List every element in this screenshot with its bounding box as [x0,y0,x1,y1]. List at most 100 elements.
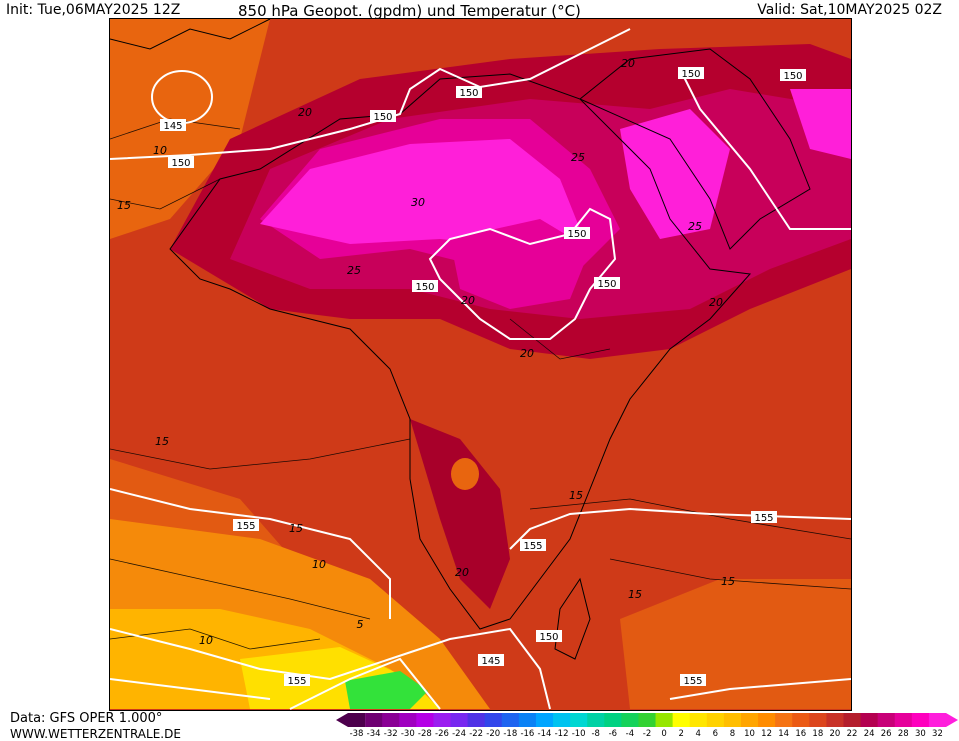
colorbar-tick-label: -30 [400,729,415,739]
geopotential-label: 155 [284,674,310,687]
colorbar-tick-label: -16 [520,729,535,739]
colorbar-tick-label: 26 [880,729,892,739]
svg-text:150: 150 [171,158,190,169]
colorbar-tick-label: 18 [812,729,824,739]
temperature-label: 25 [347,264,361,277]
colorbar-swatch [894,713,913,727]
temperature-label: 15 [721,575,735,588]
colorbar-swatch [621,713,639,727]
colorbar-tick-label: 6 [712,729,719,739]
website: WWW.WETTERZENTRALE.DE [10,727,181,741]
svg-text:155: 155 [236,521,255,532]
colorbar-swatch [604,713,622,727]
svg-text:145: 145 [163,121,182,132]
temperature-label: 20 [298,106,312,119]
temp-field-highland [451,458,479,490]
weather-map: 145 150 150 150 150 150 150 150 150 150 … [109,18,852,711]
colorbar-swatch [501,713,520,727]
temp-field-core-hot [260,139,580,249]
geopotential-label: 150 [780,69,806,82]
colorbar-swatch [723,713,742,727]
colorbar-swatch [365,713,383,727]
colorbar-swatch [706,713,725,727]
svg-text:155: 155 [683,676,702,687]
svg-text:150: 150 [539,632,558,643]
colorbar-tick-label: 14 [778,729,790,739]
svg-text:155: 155 [523,541,542,552]
colorbar-tick-label: 12 [761,729,773,739]
coastlines [110,19,811,660]
colorbar-tick-label: -4 [625,729,635,739]
colorbar-tick-label: -6 [608,729,618,739]
colorbar-tick-label: 0 [661,729,667,739]
geopotential-label: 150 [168,156,194,169]
colorbar-tick-label: 22 [846,729,858,739]
colorbar-swatch [655,713,674,727]
init-time: Init: Tue,06MAY2025 12Z [6,2,181,18]
colorbar-swatch [553,713,571,727]
colorbar-swatch [843,713,862,727]
svg-text:155: 155 [754,513,773,524]
temperature-label: 15 [289,522,303,535]
colorbar-swatch [689,713,708,727]
colorbar-tick-label: -8 [591,729,600,739]
colorbar-tick-label: 2 [678,729,684,739]
temperature-label: 15 [628,588,642,601]
colorbar-swatch [638,713,657,727]
colorbar-tick-label: 32 [932,729,943,739]
geopotential-label: 150 [456,86,482,99]
colorbar-tick-label: -24 [452,729,466,739]
colorbar-swatch [740,713,759,727]
temperature-label: 10 [153,144,167,157]
geopotential-label: 150 [594,277,620,290]
colorbar-swatch [587,713,605,727]
geopotential-label: 150 [678,67,704,80]
colorbar-swatch [775,713,793,727]
colorbar-swatch [809,713,827,727]
temperature-label: 15 [569,489,583,502]
colorbar-swatch [758,713,776,727]
colorbar-swatch [570,713,588,727]
temperature-label: 15 [117,199,131,212]
colorbar-tick-label: 10 [744,729,755,739]
colorbar-swatch [484,713,503,727]
colorbar-swatch [877,713,896,727]
colorbar-swatch [860,713,879,727]
colorbar-swatch [416,713,434,727]
colorbar-swatch [467,713,486,727]
temperature-label: 30 [411,196,425,209]
colorbar-tick-label: -10 [571,729,586,739]
temp-field-southeast [620,579,851,709]
temperature-labels: 10 15 20 25 30 25 20 20 25 15 15 20 20 1… [117,57,735,647]
svg-text:150: 150 [681,69,700,80]
colorbar-tick-label: 4 [695,729,701,739]
geopotential-label: 155 [520,539,546,552]
geopotential-label: 145 [160,119,186,132]
colorbar-tick-label: -34 [366,729,381,739]
colorbar-tick-label: -28 [417,729,432,739]
colorbar-tick-label: -32 [383,729,398,739]
temperature-label: 15 [155,435,169,448]
colorbar-tick-label: 16 [795,729,807,739]
colorbar-tick-label: 30 [914,729,926,739]
colorbar-tick-label: -12 [554,729,569,739]
temperature-label: 20 [621,57,635,70]
temp-field-core-arabia [620,109,730,239]
geopotential-label: 155 [680,674,706,687]
geopotential-label: 150 [370,110,396,123]
svg-text:155: 155 [287,676,306,687]
temperature-label: 10 [199,634,213,647]
colorbar-tick-label: -14 [537,729,552,739]
colorbar-swatch [382,713,400,727]
temperature-label: 20 [461,294,475,307]
colorbar-ticks: -38 -34 -32 -30 -28 -26 -24 -22 -20 -18 -16 -14 -12-… [336,729,958,741]
colorbar-swatch [518,713,537,727]
temperature-label: 5 [357,618,364,631]
geopotential-label: 150 [412,280,438,293]
colorbar-tick-label: 8 [729,729,736,739]
geopotential-label: 150 [564,227,590,240]
temperature-label: 25 [688,220,702,233]
colorbar-tick-label: -26 [435,729,449,739]
svg-text:150: 150 [459,88,478,99]
colorbar-tick-label: -22 [469,729,484,739]
